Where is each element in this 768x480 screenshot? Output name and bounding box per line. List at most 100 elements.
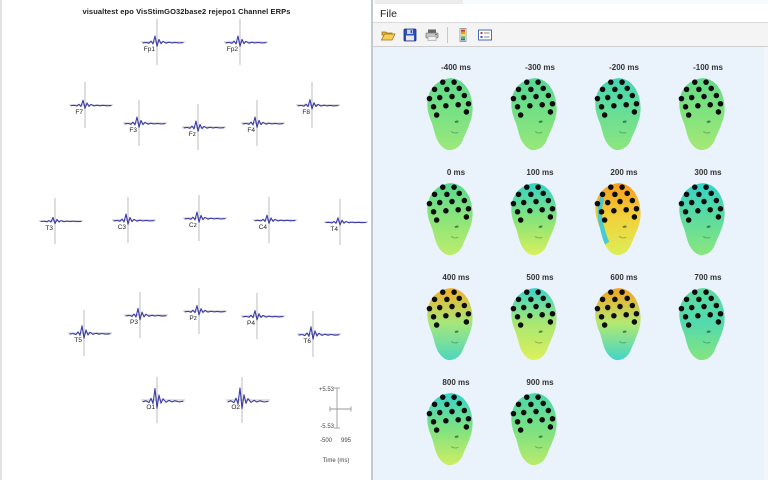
electrode-dot [520, 94, 527, 101]
headplot-3d [594, 183, 641, 256]
electrode-dot [692, 184, 698, 190]
erp-plot-T5[interactable]: T5 [62, 306, 118, 362]
erp-plot-F7[interactable]: F7 [63, 78, 119, 134]
electrode-dot [608, 289, 614, 295]
erp-plot-F8[interactable]: F8 [290, 78, 346, 134]
erp-axes: T6 [297, 311, 341, 357]
electrode-dot [545, 407, 552, 414]
electrode-dot [465, 310, 472, 317]
erp-trace [113, 213, 155, 225]
erp-plot-Cz[interactable]: Cz [177, 191, 233, 247]
electrode-dot [594, 200, 601, 207]
electrode-dot [717, 205, 724, 212]
erp-plot-C4[interactable]: C4 [247, 193, 303, 249]
electrode-dot [451, 394, 457, 400]
electrode-dot [611, 313, 617, 319]
electrode-dot [617, 93, 623, 100]
erp-trace [298, 326, 340, 340]
erp-plot-Fp1[interactable]: Fp1 [135, 15, 191, 71]
electrode-dot [520, 409, 527, 416]
electrode-dot [713, 197, 720, 204]
erp-plot-Fz[interactable]: Fz [176, 100, 232, 156]
headplot-cell: -200 ms [582, 62, 666, 167]
electrode-dot [611, 208, 617, 214]
electrode-dot [455, 311, 461, 318]
erp-plot-O2[interactable]: O2 [220, 373, 276, 429]
channel-label: T4 [330, 226, 338, 233]
open-button[interactable] [378, 25, 398, 45]
erp-plot-T3[interactable]: T3 [33, 194, 89, 250]
electrode-dot [692, 289, 698, 295]
electrode-dot [545, 197, 552, 204]
electrode-dot [717, 100, 724, 107]
head-time-label: 400 ms [442, 273, 470, 282]
erp-trace [184, 305, 226, 316]
electrode-dot [549, 205, 556, 212]
headplot-cell: 900 ms [498, 377, 582, 480]
electrode-dot [528, 296, 534, 303]
electrode-dot [540, 190, 546, 197]
headplot-row: 0 ms 100 ms 200 ms 300 ms [414, 167, 764, 272]
electrode-dot [527, 103, 533, 109]
electrode-dot [533, 408, 539, 415]
electrode-dot [517, 217, 524, 223]
erp-plot-F3[interactable]: F3 [117, 96, 173, 152]
legend-button[interactable] [475, 25, 495, 45]
erp-plot-C3[interactable]: C3 [106, 193, 162, 249]
headplot-cell: 600 ms [582, 272, 666, 377]
electrode-dot [535, 289, 541, 295]
open-icon [380, 31, 396, 40]
erp-plot-P4[interactable]: P4 [235, 289, 291, 345]
electrode-dot [601, 112, 608, 118]
erp-plot-F4[interactable]: F4 [235, 96, 291, 152]
erp-axes: Fz [182, 104, 226, 150]
headplot-3d [426, 393, 473, 466]
channel-label: T3 [45, 225, 53, 232]
electrode-dot [598, 314, 605, 320]
electrode-dot [703, 289, 709, 295]
electrode-dot [707, 311, 713, 318]
print-button[interactable] [422, 25, 442, 45]
erp-plot-O1[interactable]: O1 [135, 373, 191, 429]
erp-trace [142, 35, 184, 47]
scale-legend: +5.53 -5.53 -500 995 Time (ms) [298, 378, 374, 474]
electrode-dot [517, 322, 524, 328]
erp-plot-Pz[interactable]: Pz [177, 284, 233, 340]
head-time-label: 600 ms [610, 273, 638, 282]
electrode-dot [703, 79, 709, 85]
electrode-dot [527, 313, 533, 319]
electrode-dot [461, 302, 468, 309]
save-button[interactable] [400, 25, 420, 45]
menu-file[interactable]: File [380, 8, 397, 20]
electrode-dot [685, 322, 692, 328]
electrode-dot [612, 191, 618, 198]
headplot-cell: 400 ms [414, 272, 498, 377]
electrode-dot [545, 302, 552, 309]
head-time-label: 500 ms [526, 273, 554, 282]
electrode-dot [703, 184, 709, 190]
electrode-dot [612, 86, 618, 93]
head-time-label: -400 ms [441, 63, 471, 72]
eye-mark [454, 330, 459, 333]
electrode-dot [444, 296, 450, 303]
electrode-dot [515, 296, 522, 303]
figure-title: visualtest epo VisStimGO32base2 rejepo1 … [82, 7, 291, 16]
erp-plot-Fp2[interactable]: Fp2 [218, 15, 274, 71]
electrode-dot [692, 79, 698, 85]
electrode-dot [515, 86, 522, 93]
erp-trace [124, 116, 166, 128]
erp-plot-T6[interactable]: T6 [291, 307, 347, 363]
colorbar-button[interactable] [453, 25, 473, 45]
electrode-dot [463, 109, 470, 115]
erp-plot-T4[interactable]: T4 [318, 195, 374, 251]
headplot-window: File [373, 0, 768, 480]
electrode-dot [682, 209, 689, 215]
channel-label: Fz [189, 131, 196, 138]
electrode-dot [599, 191, 606, 198]
electrode-dot [683, 296, 690, 303]
mouth-mark [618, 236, 627, 239]
electrode-dot [510, 305, 517, 312]
electrode-dot [431, 296, 438, 303]
head-time-label: 800 ms [442, 378, 470, 387]
erp-plot-P3[interactable]: P3 [118, 288, 174, 344]
